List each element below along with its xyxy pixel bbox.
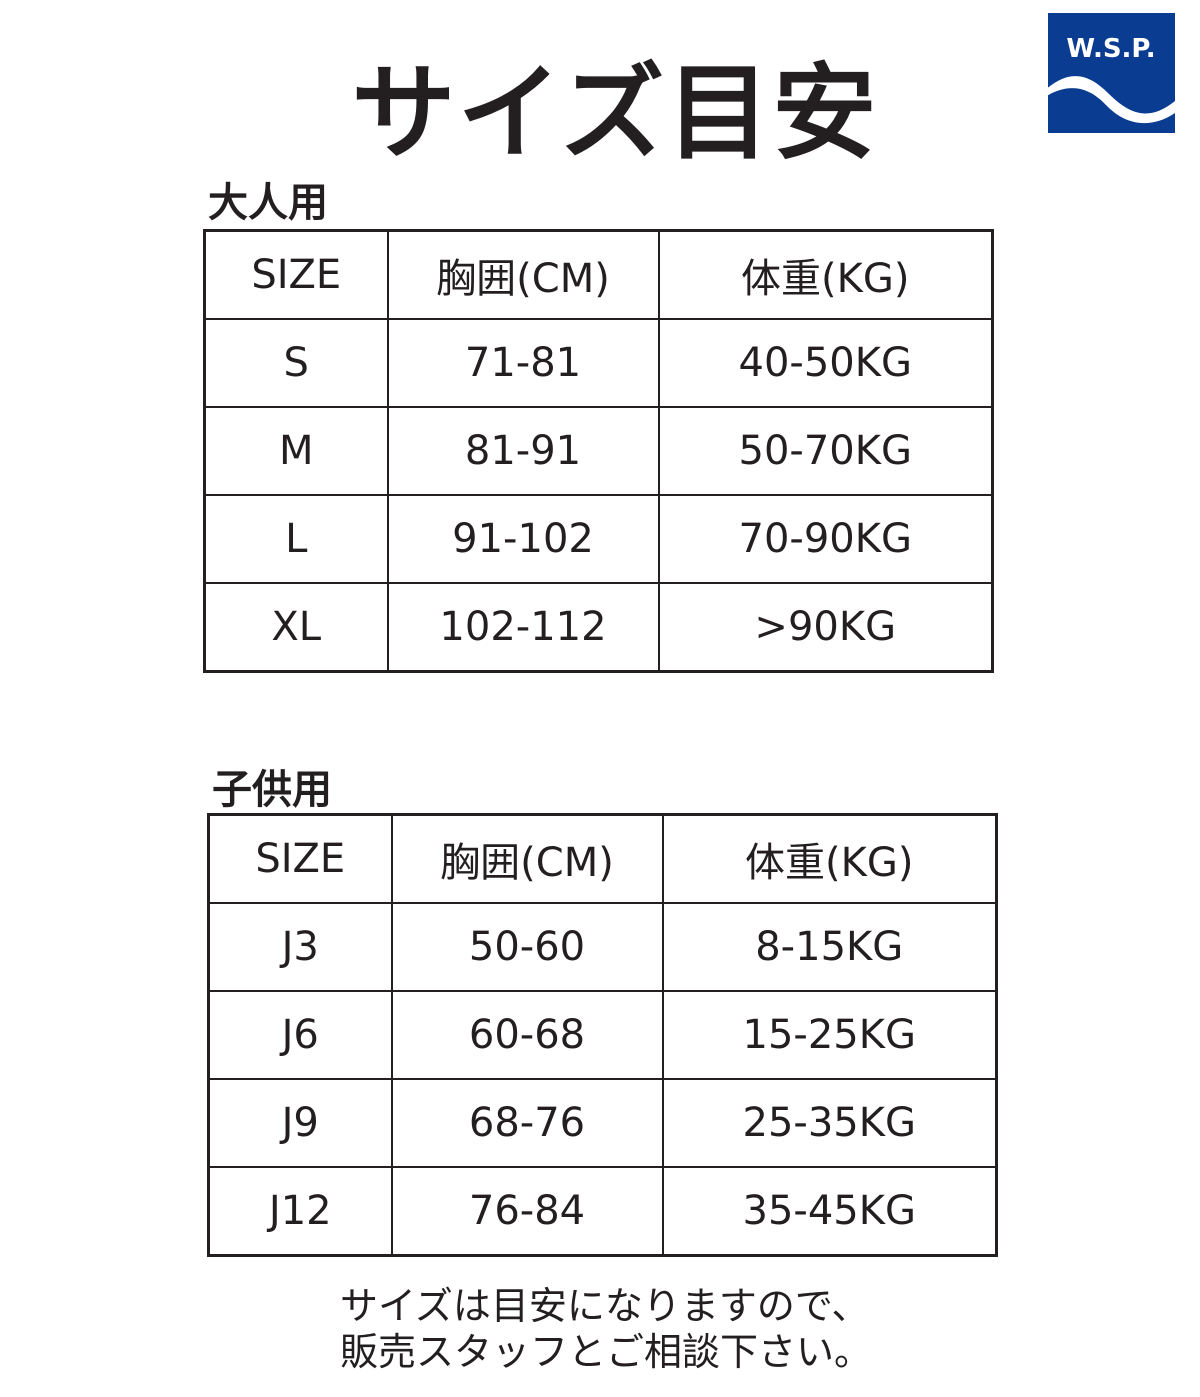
table-cell: 68-76 [390,1078,664,1168]
table-cell: 91-102 [386,494,660,584]
note-line-2: 販売スタッフとご相談下さい。 [340,1330,873,1374]
table-cell: 35-45KG [661,1166,998,1257]
table-cell: 60-68 [390,990,664,1080]
table-cell: 50-60 [390,902,664,992]
table-cell: 70-90KG [657,494,994,584]
table-cell: 40-50KG [657,318,994,408]
column-header: 体重(KG) [657,229,994,320]
table-cell: 25-35KG [661,1078,998,1168]
table-cell: 71-81 [386,318,660,408]
table-cell: M [203,406,389,496]
table-cell: 81-91 [386,406,660,496]
table-row: J12 76-84 35-45KG [207,1166,998,1257]
table-row: J6 60-68 15-25KG [207,990,998,1080]
column-header: 体重(KG) [661,813,998,904]
kids-size-table: SIZE 胸囲(CM) 体重(KG) J3 50-60 8-15KG J6 60-68 15-2… [207,813,998,1257]
header-row: SIZE 胸囲(CM) 体重(KG) [207,813,998,904]
table-cell: L [203,494,389,584]
table-cell: 8-15KG [661,902,998,992]
table-cell: J6 [207,990,393,1080]
column-header: 胸囲(CM) [386,229,660,320]
column-header: 胸囲(CM) [390,813,664,904]
table-cell: XL [203,582,389,673]
table-row: XL 102-112 >90KG [203,582,994,673]
table-cell: >90KG [657,582,994,673]
table-row: J9 68-76 25-35KG [207,1078,998,1168]
table-cell: 50-70KG [657,406,994,496]
header-row: SIZE 胸囲(CM) 体重(KG) [203,229,994,320]
column-header: SIZE [203,229,389,320]
table-cell: S [203,318,389,408]
column-header: SIZE [207,813,393,904]
adult-size-table: SIZE 胸囲(CM) 体重(KG) S 71-81 40-50KG M 81-91 50-70… [203,229,994,673]
page-title: サイズ目安 [351,52,879,174]
svg-text:W.S.P.: W.S.P. [1066,34,1155,64]
table-row: J3 50-60 8-15KG [207,902,998,992]
table-row: L 91-102 70-90KG [203,494,994,584]
note-line-1: サイズは目安になりますので、 [340,1284,870,1328]
table-cell: 15-25KG [661,990,998,1080]
table-row: M 81-91 50-70KG [203,406,994,496]
table-cell: 76-84 [390,1166,664,1257]
adult-section-label: 大人用 [208,180,328,226]
table-row: S 71-81 40-50KG [203,318,994,408]
table-cell: J9 [207,1078,393,1168]
kids-section-label: 子供用 [212,767,332,813]
table-cell: J3 [207,902,393,992]
size-note: サイズは目安になりますので、 販売スタッフとご相談下さい。 [340,1283,872,1375]
table-cell: J12 [207,1166,393,1257]
wsp-logo: W.S.P. [1048,13,1175,133]
table-cell: 102-112 [386,582,660,673]
